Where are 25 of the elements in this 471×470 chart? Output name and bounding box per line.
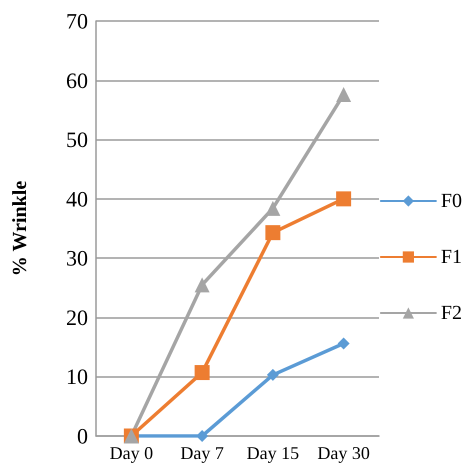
x-tick-label: Day 7 [180, 443, 224, 463]
point [194, 365, 210, 380]
y-tick-label: 40 [66, 186, 88, 212]
y-tick-label: 10 [66, 364, 88, 390]
point [336, 87, 352, 102]
y-tick-label: 0 [77, 424, 88, 448]
x-tick-label: Day 30 [317, 443, 370, 463]
point [196, 430, 208, 442]
legend-label: F1 [440, 246, 462, 268]
x-tick-label: Day 0 [110, 443, 154, 463]
y-tick-label: 60 [66, 68, 88, 93]
y-tick-label: 30 [66, 246, 88, 271]
legend-label: F0 [440, 190, 462, 212]
y-tick-label: 70 [66, 8, 88, 34]
point [194, 277, 210, 292]
y-tick-label: 50 [66, 127, 88, 152]
point [338, 338, 350, 350]
point [265, 200, 280, 216]
y-axis-title: % Wrinkle [9, 180, 31, 276]
point [266, 368, 279, 381]
y-tick-label: 20 [66, 304, 88, 330]
x-tick-label: Day 15 [246, 443, 300, 463]
legend-label: F2 [440, 302, 462, 324]
point [336, 191, 352, 206]
point [265, 225, 280, 240]
